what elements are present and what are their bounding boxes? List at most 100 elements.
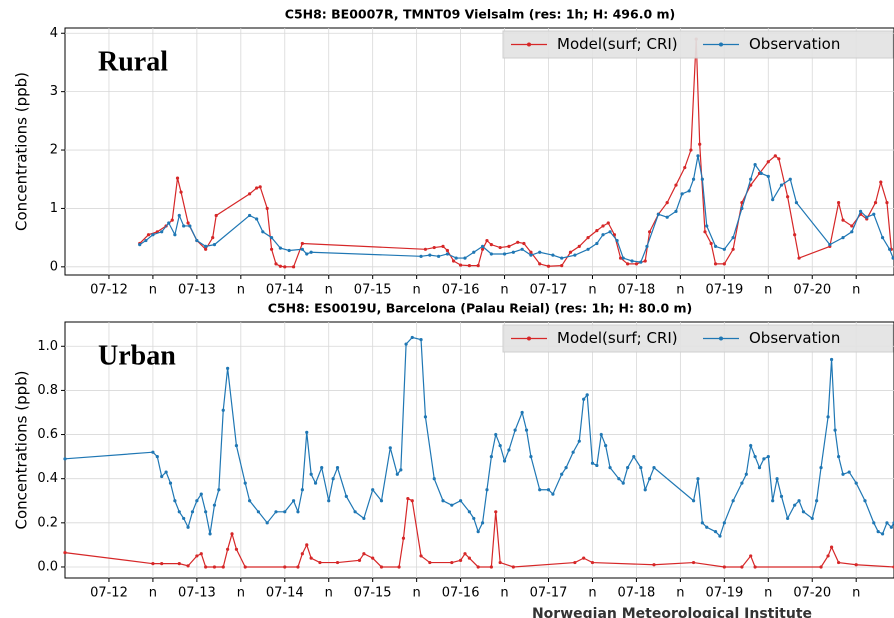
x-tick-label: n xyxy=(325,283,333,298)
point xyxy=(432,245,436,250)
x-tick-label: n xyxy=(149,586,157,601)
point xyxy=(819,466,823,470)
point xyxy=(296,565,300,569)
point xyxy=(362,516,366,521)
point xyxy=(476,565,480,569)
point xyxy=(749,177,753,181)
point xyxy=(722,521,726,525)
plot-area xyxy=(64,321,894,579)
point xyxy=(204,565,208,569)
point xyxy=(485,238,489,243)
x-tick-label: 07-16 xyxy=(442,283,480,298)
point xyxy=(674,183,678,187)
point xyxy=(731,499,735,503)
point xyxy=(837,455,841,459)
point xyxy=(146,233,151,237)
point xyxy=(595,463,599,468)
point xyxy=(829,545,834,549)
point xyxy=(467,556,471,560)
x-tick-label: n xyxy=(149,283,157,298)
point xyxy=(485,488,489,492)
point xyxy=(283,510,287,514)
point xyxy=(170,218,174,222)
y-tick-label: 0.2 xyxy=(37,515,58,530)
point xyxy=(606,221,610,225)
point xyxy=(296,510,300,514)
point xyxy=(371,556,375,560)
y-tick-label: 3 xyxy=(50,84,58,99)
point xyxy=(300,241,304,246)
point xyxy=(797,499,801,503)
point xyxy=(601,233,605,237)
x-tick-label: 07-19 xyxy=(705,283,743,298)
y-tick-label: 1.0 xyxy=(37,339,58,354)
point xyxy=(863,499,867,503)
point xyxy=(854,481,858,485)
point xyxy=(151,450,155,454)
point xyxy=(300,247,304,251)
point xyxy=(305,252,309,256)
x-tick-label: n xyxy=(852,283,860,298)
point xyxy=(234,443,239,448)
legend-marker xyxy=(527,336,531,341)
x-tick-label: n xyxy=(500,586,508,601)
point xyxy=(731,247,735,251)
point xyxy=(872,521,876,525)
x-tick-label: n xyxy=(325,586,333,601)
legend-marker xyxy=(719,336,723,341)
x-tick-label: 07-20 xyxy=(793,283,831,298)
point xyxy=(779,494,784,498)
point xyxy=(494,432,498,437)
point xyxy=(847,470,851,474)
point xyxy=(850,224,854,228)
point xyxy=(177,510,181,514)
point xyxy=(410,499,414,503)
point xyxy=(551,492,555,496)
annotation: Rural xyxy=(98,46,168,77)
point xyxy=(458,499,463,503)
point xyxy=(472,516,476,521)
x-tick-label: n xyxy=(588,283,596,298)
point xyxy=(630,259,634,263)
point xyxy=(626,466,630,470)
point xyxy=(489,252,493,256)
point xyxy=(432,477,436,481)
point xyxy=(618,256,623,260)
point xyxy=(243,565,247,569)
point xyxy=(722,565,726,569)
point xyxy=(573,560,577,565)
point xyxy=(467,510,471,514)
x-tick-label: 07-18 xyxy=(618,586,656,601)
point xyxy=(212,243,217,247)
point xyxy=(766,160,770,164)
point xyxy=(648,477,652,481)
point xyxy=(674,209,678,213)
point xyxy=(885,200,889,205)
point xyxy=(428,560,432,565)
point xyxy=(837,560,841,565)
point xyxy=(753,163,757,167)
point xyxy=(138,243,142,247)
point xyxy=(480,521,485,525)
point xyxy=(826,554,830,558)
point xyxy=(700,177,704,181)
legend-box xyxy=(502,324,894,353)
point xyxy=(880,532,885,536)
point xyxy=(577,244,581,248)
point xyxy=(230,532,234,536)
point xyxy=(379,499,384,503)
point xyxy=(538,488,542,492)
point xyxy=(331,477,335,481)
point xyxy=(261,230,265,234)
point xyxy=(585,393,589,397)
point xyxy=(423,415,428,419)
point xyxy=(243,481,247,485)
point xyxy=(318,560,322,565)
y-tick-label: 0.6 xyxy=(37,427,58,442)
point xyxy=(300,552,304,556)
chart-title: C5H8: BE0007R, TMNT09 Vielsalm (res: 1h;… xyxy=(285,7,675,22)
point xyxy=(445,248,450,253)
point xyxy=(652,563,656,567)
point xyxy=(705,525,709,529)
